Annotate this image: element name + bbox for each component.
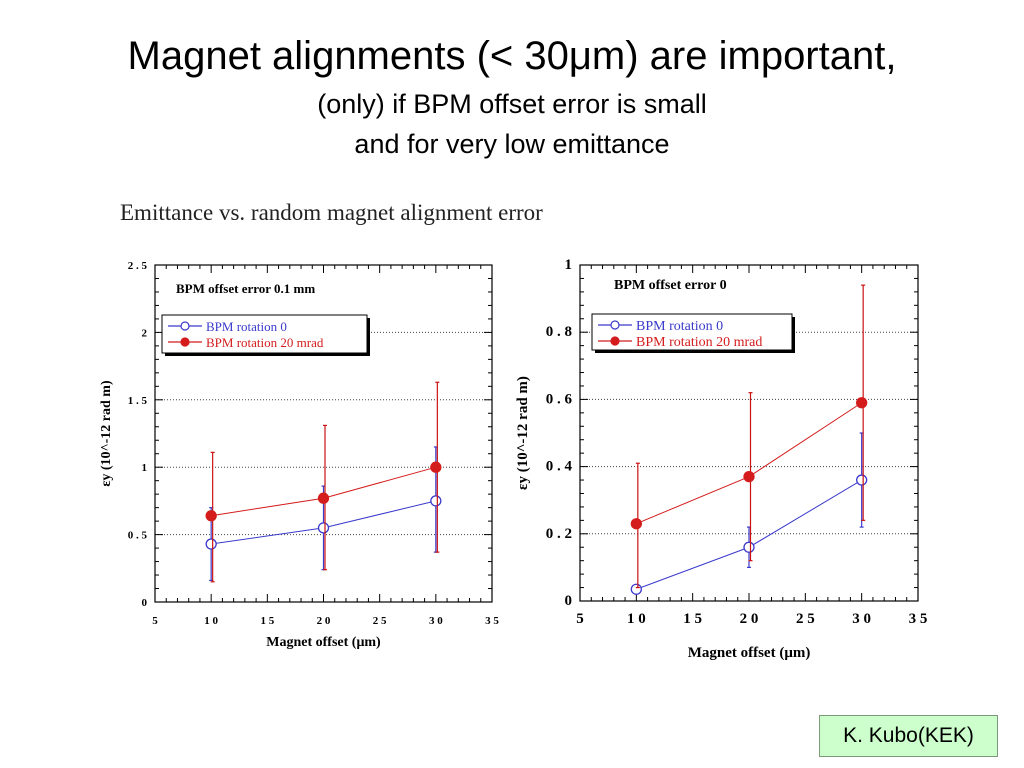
y-tick-label: 0 <box>142 597 148 609</box>
series-line <box>636 402 862 525</box>
chart-1: 0 0 . 5 1 1 . 5 2 2 . 5 5 1 0 1 5 2 0 2 5 3 0 3 5 Mag… <box>99 260 499 650</box>
data-point <box>317 492 330 504</box>
data-point <box>630 583 642 595</box>
data-point <box>205 510 217 522</box>
legend-marker <box>610 320 620 330</box>
chart-2: 0 0 . 2 0 . 4 0 . 6 0 . 8 1 5 1 0 1 5 2 0 2 5 3 0 3 … <box>515 257 927 661</box>
x-axis-label: Magnet offset (μm) <box>266 635 381 650</box>
x-tick-label: 1 0 <box>204 615 218 627</box>
slide-subtitle-line1: (only) if BPM offset error is small <box>317 89 707 119</box>
data-point <box>430 495 442 507</box>
y-tick-label: 2 <box>142 327 148 339</box>
legend-label: BPM rotation 0 <box>206 319 287 334</box>
x-tick-label: 2 0 <box>317 615 331 627</box>
legend-box <box>591 313 793 351</box>
x-tick-label: 5 <box>576 611 584 627</box>
y-tick-label: 0 . 4 <box>546 459 573 475</box>
y-tick-label: 1 <box>565 257 573 273</box>
y-tick-label: 0 . 2 <box>546 526 572 542</box>
y-axis-label: εy (10^-12 rad m) <box>515 376 531 490</box>
data-point <box>317 522 330 534</box>
y-tick-label: 0 <box>565 593 573 609</box>
figure-heading: Emittance vs. random magnet alignment er… <box>120 200 543 225</box>
y-tick-label: 0 . 8 <box>546 324 572 340</box>
plot-annotation: BPM offset error 0.1 mm <box>176 281 315 296</box>
x-tick-label: 1 5 <box>260 615 274 627</box>
slide-title: Magnet alignments (< 30μm) are important… <box>127 34 897 78</box>
data-point <box>856 474 868 486</box>
x-tick-label: 1 0 <box>627 611 646 627</box>
x-tick-label: 3 5 <box>485 615 499 627</box>
y-tick-label: 2 . 5 <box>128 260 148 272</box>
x-tick-label: 1 5 <box>683 611 702 627</box>
data-point <box>743 541 755 553</box>
data-point <box>743 471 755 483</box>
plot-annotation: BPM offset error 0 <box>614 278 727 293</box>
data-point <box>430 461 442 473</box>
y-axis-label: εy (10^-12 rad m) <box>99 380 114 487</box>
legend-label: BPM rotation 0 <box>636 319 723 334</box>
y-tick-label: 1 . 5 <box>128 395 148 407</box>
x-tick-label: 5 <box>152 615 158 627</box>
x-tick-label: 3 0 <box>429 615 443 627</box>
y-tick-label: 0 . 5 <box>128 530 148 542</box>
plot-frame <box>154 264 493 603</box>
legend-marker <box>180 321 190 331</box>
credit-badge: K. Kubo(KEK) <box>819 715 998 757</box>
legend-marker <box>180 337 190 347</box>
x-tick-label: 2 0 <box>740 611 759 627</box>
plot-frame <box>579 264 919 602</box>
data-point <box>630 518 642 530</box>
x-tick-label: 2 5 <box>796 611 815 627</box>
x-tick-label: 3 5 <box>909 611 928 627</box>
x-tick-label: 2 5 <box>373 615 387 627</box>
legend-label: BPM rotation 20 mrad <box>206 335 324 350</box>
x-axis-label: Magnet offset (μm) <box>688 645 811 661</box>
data-point <box>856 397 868 409</box>
slide-subtitle-line2: and for very low emittance <box>354 129 670 159</box>
y-tick-label: 0 . 6 <box>546 391 573 407</box>
legend-label: BPM rotation 20 mrad <box>636 335 762 350</box>
data-point <box>205 538 217 550</box>
legend-marker <box>610 336 620 346</box>
x-tick-label: 3 0 <box>852 611 871 627</box>
legend-box <box>161 314 368 354</box>
y-tick-label: 1 <box>142 462 148 474</box>
